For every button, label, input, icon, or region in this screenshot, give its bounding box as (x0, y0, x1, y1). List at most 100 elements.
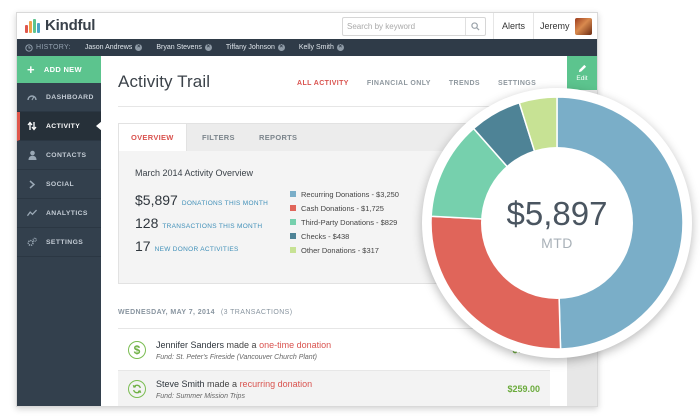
legend-swatch (290, 219, 296, 225)
transaction-amount: $259.00 (507, 384, 540, 394)
sidebar-item-analytics[interactable]: ANALYTICS (17, 199, 101, 228)
sidebar-item-settings[interactable]: SETTINGS (17, 228, 101, 257)
dollar-icon: $ (128, 341, 146, 359)
sidebar-item-social[interactable]: SOCIAL (17, 170, 101, 199)
legend-label: Recurring Donations - $3,250 (301, 189, 399, 199)
chevron-right-icon (27, 179, 37, 189)
history-label: HISTORY: (25, 43, 71, 52)
close-icon[interactable]: × (336, 44, 344, 51)
legend-swatch (290, 205, 296, 211)
active-caret (96, 121, 102, 131)
search-button[interactable] (465, 18, 485, 35)
activity-tabs: ALL ACTIVITY FINANCIAL ONLY TRENDS SETTI… (297, 80, 536, 87)
gauge-icon (27, 92, 37, 102)
transaction-row[interactable]: Steve Smith made a recurring donation Fu… (118, 371, 550, 406)
edit-button[interactable]: Edit (567, 56, 597, 90)
divider (118, 328, 550, 329)
legend-item: Other Donations - $317 (290, 243, 399, 257)
stat-donations: $5,897 DONATIONS THIS MONTH (135, 192, 268, 208)
alerts-link[interactable]: Alerts (493, 13, 535, 39)
stat-value: $5,897 (135, 192, 178, 208)
sidebar-item-label: SETTINGS (46, 238, 84, 246)
donor-name[interactable]: Jennifer Sanders (156, 340, 225, 350)
date-label: WEDNESDAY, MAY 7, 2014 (118, 309, 215, 316)
trend-line-icon (27, 208, 37, 218)
stat-transactions: 128 TRANSACTIONS THIS MONTH (135, 215, 262, 231)
divider (118, 106, 550, 107)
search-input[interactable] (347, 19, 459, 33)
stat-label[interactable]: DONATIONS THIS MONTH (181, 200, 269, 207)
sidebar: + ADD NEW DASHBOARD ACTIVITY CONTACTS SO… (17, 56, 102, 406)
history-item[interactable]: Jason Andrews × (84, 44, 143, 51)
tab-all-activity[interactable]: ALL ACTIVITY (297, 80, 349, 87)
legend-label: Cash Donations - $1,725 (301, 203, 384, 213)
stat-label[interactable]: TRANSACTIONS THIS MONTH (162, 223, 263, 230)
donut-label: MTD (541, 235, 573, 251)
edit-label: Edit (576, 75, 588, 82)
add-new-label: ADD NEW (43, 65, 82, 74)
history-item-label: Kelly Smith (298, 44, 334, 51)
close-icon[interactable]: × (204, 44, 212, 51)
history-item[interactable]: Kelly Smith × (299, 44, 344, 51)
donut-center: $5,897 MTD (481, 147, 633, 299)
donut-total: $5,897 (506, 195, 608, 232)
legend-swatch (290, 247, 296, 253)
donor-name[interactable]: Steve Smith (156, 379, 205, 389)
legend-item: Recurring Donations - $3,250 (290, 187, 399, 201)
stat-value: 17 (135, 238, 151, 254)
history-bar: HISTORY: Jason Andrews × Bryan Stevens × T… (17, 39, 597, 56)
donut-chart: $5,897 MTD (422, 88, 692, 358)
sidebar-item-label: DASHBOARD (46, 93, 94, 101)
search-box (342, 17, 486, 36)
person-icon (27, 150, 37, 160)
transaction-summary: Jennifer Sanders made a one-time donatio… (156, 340, 331, 350)
page-title: Activity Trail (118, 72, 211, 91)
tab-trends[interactable]: TRENDS (448, 80, 480, 87)
user-name: Jeremy (540, 21, 570, 31)
close-icon[interactable]: × (277, 44, 285, 51)
history-label-text: HISTORY: (36, 44, 71, 51)
close-icon[interactable]: × (135, 44, 143, 51)
transaction-type-link[interactable]: recurring donation (239, 379, 313, 389)
stat-value: 128 (135, 215, 159, 231)
sidebar-item-activity[interactable]: ACTIVITY (17, 112, 102, 141)
app-name: Kindful (45, 17, 96, 34)
subtab-filters[interactable]: FILTERS (202, 133, 235, 142)
gears-icon (27, 237, 37, 247)
legend-item: Third-Party Donations - $829 (290, 215, 399, 229)
chart-legend: Recurring Donations - $3,250 Cash Donati… (290, 187, 399, 257)
legend-label: Third-Party Donations - $829 (301, 217, 398, 227)
sidebar-item-dashboard[interactable]: DASHBOARD (17, 83, 101, 112)
subtab-overview[interactable]: OVERVIEW (119, 124, 187, 153)
transaction-summary: Steve Smith made a recurring donation (156, 379, 312, 389)
transaction-type-link[interactable]: one-time donation (259, 340, 332, 350)
legend-item: Checks - $438 (290, 229, 399, 243)
sidebar-item-label: ACTIVITY (46, 122, 81, 130)
transaction-count: (3 TRANSACTIONS) (220, 309, 293, 316)
tab-settings[interactable]: SETTINGS (498, 80, 537, 87)
recurring-arrows-icon (128, 380, 146, 398)
search-icon (471, 22, 480, 31)
legend-label: Checks - $438 (301, 231, 350, 241)
pencil-icon (578, 64, 586, 73)
transaction-fund: Fund: St. Peter's Fireside (Vancouver Ch… (156, 354, 317, 361)
history-item[interactable]: Tiffany Johnson × (226, 44, 285, 51)
legend-swatch (290, 233, 296, 239)
date-header: WEDNESDAY, MAY 7, 2014 (3 TRANSACTIONS) (118, 309, 293, 316)
subtab-reports[interactable]: REPORTS (259, 133, 298, 142)
stat-label[interactable]: NEW DONOR ACTIVITIES (154, 246, 239, 253)
overview-title: March 2014 Activity Overview (135, 168, 254, 178)
user-menu[interactable]: Jeremy (536, 13, 592, 39)
legend-swatch (290, 191, 296, 197)
transaction-verb: made a (224, 340, 260, 350)
tab-financial-only[interactable]: FINANCIAL ONLY (366, 80, 431, 87)
sidebar-item-contacts[interactable]: CONTACTS (17, 141, 101, 170)
logo-bars-icon (25, 18, 40, 33)
activity-arrows-icon (27, 121, 37, 131)
transaction-verb: made a (204, 379, 240, 389)
plus-icon: + (27, 61, 35, 77)
add-new-button[interactable]: + ADD NEW (17, 56, 101, 83)
history-item-label: Jason Andrews (84, 44, 133, 51)
history-item[interactable]: Bryan Stevens × (156, 44, 212, 51)
kindful-logo[interactable]: Kindful (25, 17, 95, 34)
